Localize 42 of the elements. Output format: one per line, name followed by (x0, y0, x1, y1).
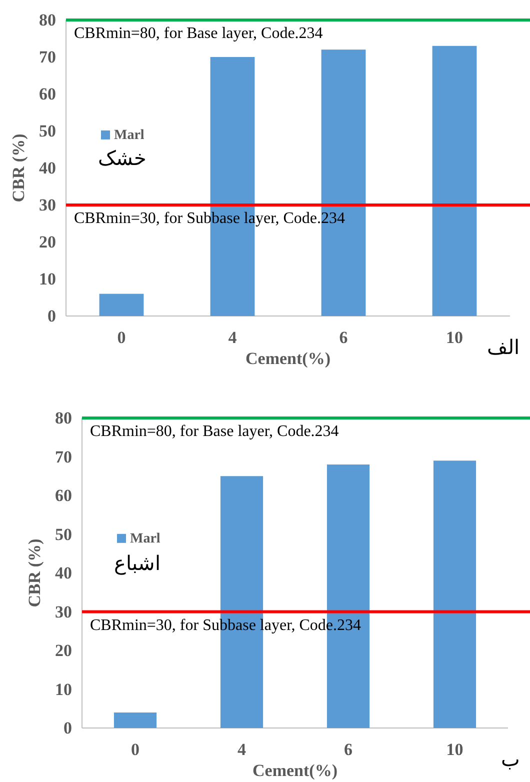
y-tick-label: 40 (55, 564, 72, 582)
x-tick-label: 0 (131, 740, 140, 759)
x-axis-title: Cement(%) (246, 349, 330, 368)
bar (432, 46, 477, 316)
bar (433, 460, 476, 728)
ref-line-label: CBRmin=80, for Base layer, Code.234 (90, 423, 339, 440)
legend-label: Marl (114, 128, 144, 143)
y-tick-label: 10 (55, 680, 72, 699)
ref-line-label: CBRmin=80, for Base layer, Code.234 (74, 25, 323, 42)
y-tick-label: 20 (39, 232, 56, 252)
x-tick-label: 10 (446, 328, 463, 347)
x-tick-label: 10 (446, 740, 464, 759)
x-axis-title: Cement(%) (252, 761, 338, 780)
y-tick-label: 0 (48, 306, 56, 326)
x-tick-label: 0 (117, 328, 126, 347)
y-tick-label: 20 (55, 641, 72, 660)
y-tick-label: 30 (39, 196, 56, 214)
y-tick-label: 0 (64, 718, 72, 738)
text: الف (487, 337, 520, 359)
y-tick-label: 50 (55, 524, 72, 544)
y-tick-label: 30 (55, 602, 72, 622)
annotation: اشباع (114, 552, 161, 575)
y-tick-label: 50 (39, 122, 56, 140)
y-axis-title: CBR (%) (25, 538, 44, 608)
y-axis-title: CBR (%) (9, 134, 28, 202)
y-tick-label: 40 (39, 158, 56, 178)
x-tick-label: 6 (339, 328, 348, 347)
y-tick-label: 80 (39, 10, 56, 30)
y-tick-label: 10 (39, 270, 56, 288)
bar (99, 294, 144, 316)
annotation: خشک (98, 148, 146, 170)
bar (114, 712, 157, 728)
x-tick-label: 6 (344, 740, 352, 759)
legend-label: Marl (130, 531, 160, 546)
y-tick-label: 60 (55, 486, 72, 505)
y-tick-label: 60 (39, 84, 56, 104)
y-tick-label: 80 (55, 408, 72, 428)
y-tick-label: 70 (55, 447, 72, 466)
y-tick-label: 70 (39, 48, 56, 66)
x-tick-label: 4 (238, 740, 246, 759)
x-tick-label: 4 (228, 328, 238, 347)
text: ب (501, 749, 520, 771)
